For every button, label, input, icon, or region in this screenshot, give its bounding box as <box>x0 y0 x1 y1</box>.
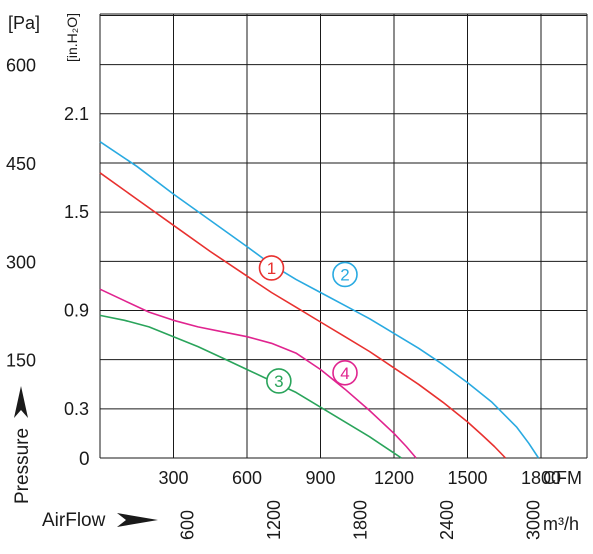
m3h-unit-label: m³/h <box>543 514 579 534</box>
curves <box>99 141 540 459</box>
curve-marker-label-1: 1 <box>267 259 276 278</box>
inh2o-tick-label: 0.3 <box>64 399 89 419</box>
pa-unit-label: [Pa] <box>8 13 40 33</box>
curve-2 <box>99 141 540 459</box>
cfm-tick-label: 900 <box>305 468 335 488</box>
zero-label: 0 <box>79 449 90 470</box>
pa-tick-label: 600 <box>6 56 36 76</box>
curve-marker-label-4: 4 <box>340 364 349 383</box>
inh2o-tick-label: 0.9 <box>64 301 89 321</box>
pa-tick-label: 300 <box>6 252 36 272</box>
grid <box>99 13 588 459</box>
curve-marker-label-2: 2 <box>340 265 349 284</box>
pa-tick-label: 150 <box>6 351 36 371</box>
curve-markers: 1 2 3 4 <box>258 255 358 394</box>
m3h-tick-label: 2400 <box>437 500 457 540</box>
curve-marker-3 <box>266 368 292 394</box>
cfm-tick-label: 600 <box>232 468 262 488</box>
inh2o-unit-label: [in.H₂O] <box>64 13 80 62</box>
curve-marker-4 <box>332 359 358 386</box>
m3h-tick-label: 1200 <box>264 500 284 540</box>
pressure-arrow-icon <box>14 386 28 418</box>
cfm-unit-label: CFM <box>543 468 582 488</box>
pa-tick-label: 450 <box>6 154 36 174</box>
airflow-axis-title: AirFlow <box>42 510 106 531</box>
cfm-tick-label: 1500 <box>447 468 487 488</box>
curve-3 <box>99 314 402 459</box>
cfm-tick-label: 1200 <box>374 468 414 488</box>
m3h-tick-label: 1800 <box>351 500 371 540</box>
axis-labels: 600 450 300 150 2.1 1.5 0.9 0.3 300 600 900 1200 150… <box>6 56 561 540</box>
m3h-tick-label: 600 <box>178 510 198 540</box>
airflow-arrow-icon <box>117 513 158 527</box>
inh2o-tick-label: 2.1 <box>64 104 89 124</box>
m3h-tick-label: 3000 <box>524 500 544 540</box>
curve-1 <box>99 172 507 459</box>
curve-marker-2 <box>332 261 358 288</box>
cfm-tick-label: 1800 <box>521 468 561 488</box>
curve-marker-1 <box>258 255 285 281</box>
pressure-axis-title: Pressure <box>12 428 33 504</box>
cfm-tick-label: 300 <box>158 468 188 488</box>
inh2o-tick-label: 1.5 <box>64 202 89 222</box>
curve-4 <box>99 288 417 459</box>
curve-marker-label-3: 3 <box>274 372 283 391</box>
